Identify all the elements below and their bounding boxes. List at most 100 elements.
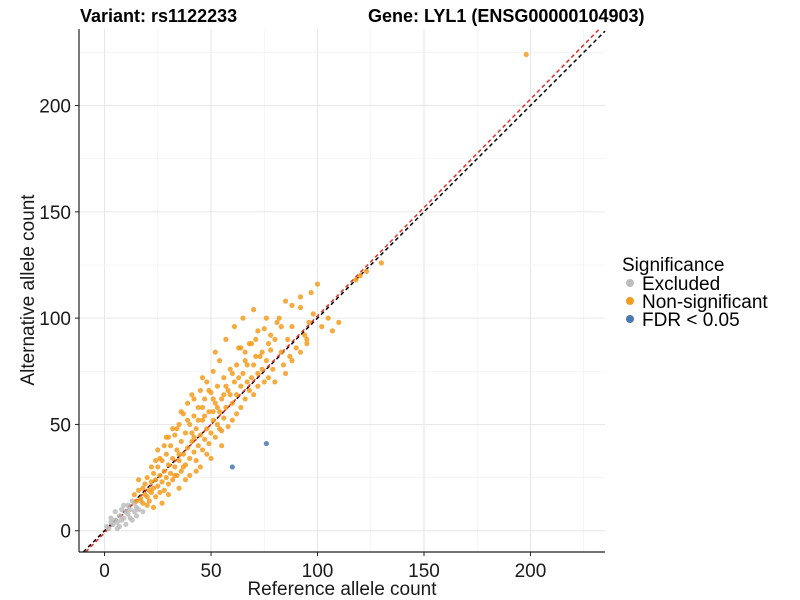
point-non-significant	[136, 477, 142, 483]
point-non-significant	[319, 324, 325, 330]
point-excluded	[136, 506, 142, 513]
point-non-significant	[261, 326, 267, 332]
point-non-significant	[251, 362, 257, 368]
point-non-significant	[212, 434, 218, 440]
point-non-significant	[210, 396, 216, 402]
point-non-significant	[148, 464, 155, 470]
point-non-significant	[274, 319, 280, 325]
point-non-significant	[253, 336, 259, 342]
point-non-significant	[223, 404, 229, 411]
point-non-significant	[140, 500, 146, 506]
point-non-significant	[193, 468, 199, 474]
point-non-significant	[297, 304, 304, 311]
point-non-significant	[233, 362, 240, 368]
point-non-significant	[150, 485, 157, 491]
point-non-significant	[304, 336, 310, 342]
point-non-significant	[308, 290, 314, 296]
point-non-significant	[231, 324, 238, 330]
point-non-significant	[193, 457, 199, 464]
point-excluded	[123, 521, 129, 527]
legend-key	[626, 315, 634, 323]
y-tick-label: 0	[60, 522, 71, 543]
point-non-significant	[289, 324, 295, 330]
point-non-significant	[167, 443, 174, 449]
point-non-significant	[172, 464, 178, 470]
point-excluded	[110, 521, 116, 527]
point-non-significant	[176, 451, 182, 457]
legend-label: Excluded	[642, 274, 720, 295]
point-non-significant	[223, 336, 229, 342]
point-non-significant	[206, 440, 212, 447]
point-non-significant	[182, 430, 189, 436]
point-non-significant	[197, 464, 203, 470]
point-excluded	[112, 509, 118, 515]
point-non-significant	[304, 341, 310, 347]
point-excluded	[118, 517, 125, 523]
point-non-significant	[195, 417, 201, 423]
point-non-significant	[216, 426, 223, 432]
point-non-significant	[278, 349, 284, 355]
point-non-significant	[204, 379, 210, 385]
point-excluded	[133, 513, 140, 519]
point-non-significant	[229, 417, 235, 423]
point-non-significant	[163, 451, 169, 457]
point-excluded	[116, 513, 123, 519]
point-non-significant	[165, 481, 172, 487]
point-non-significant	[216, 409, 223, 415]
point-non-significant	[206, 387, 212, 394]
point-non-significant	[244, 379, 250, 385]
point-non-significant	[265, 341, 272, 347]
legend-title: Significance	[622, 255, 724, 276]
legend-key	[626, 279, 634, 287]
point-non-significant	[159, 479, 165, 485]
point-non-significant	[268, 332, 274, 338]
point-non-significant	[185, 445, 191, 451]
point-non-significant	[297, 349, 304, 355]
y-axis-label: Alternative allele count	[18, 194, 39, 386]
point-non-significant	[238, 383, 244, 389]
point-non-significant	[150, 470, 157, 476]
point-non-significant	[259, 366, 265, 372]
point-non-significant	[185, 400, 191, 406]
point-excluded	[114, 519, 120, 525]
point-non-significant	[144, 494, 150, 500]
point-non-significant	[204, 451, 210, 457]
point-excluded	[129, 498, 135, 504]
point-non-significant	[229, 370, 235, 377]
x-axis-label: Reference allele count	[247, 579, 437, 600]
point-non-significant	[219, 443, 225, 449]
point-non-significant	[336, 319, 342, 325]
legend-label: FDR < 0.05	[642, 310, 740, 331]
point-non-significant	[199, 404, 206, 411]
point-non-significant	[155, 447, 161, 453]
point-non-significant	[202, 396, 208, 402]
point-non-significant	[191, 396, 197, 402]
point-non-significant	[240, 315, 246, 321]
point-non-significant	[225, 423, 231, 430]
y-tick-label: 50	[50, 415, 71, 436]
point-fdr-0-05	[263, 440, 270, 447]
point-non-significant	[246, 387, 252, 394]
point-non-significant	[248, 375, 255, 381]
point-non-significant	[285, 336, 291, 342]
point-non-significant	[214, 421, 221, 428]
point-non-significant	[170, 426, 176, 432]
point-non-significant	[282, 370, 289, 377]
point-non-significant	[253, 353, 259, 360]
legend: Significance ExcludedNon-significantFDR …	[622, 255, 768, 331]
x-tick-label: 100	[302, 561, 334, 582]
point-non-significant	[231, 379, 238, 385]
legend-label: Non-significant	[642, 292, 768, 313]
point-non-significant	[202, 413, 208, 419]
point-non-significant	[314, 281, 321, 287]
point-excluded	[125, 511, 131, 517]
point-non-significant	[157, 472, 163, 479]
point-non-significant	[289, 358, 295, 364]
point-non-significant	[178, 438, 184, 445]
point-non-significant	[329, 328, 336, 334]
point-non-significant	[165, 491, 172, 498]
point-non-significant	[363, 268, 370, 274]
x-tick-label: 0	[99, 561, 110, 582]
point-non-significant	[195, 404, 201, 411]
point-non-significant	[251, 392, 257, 398]
